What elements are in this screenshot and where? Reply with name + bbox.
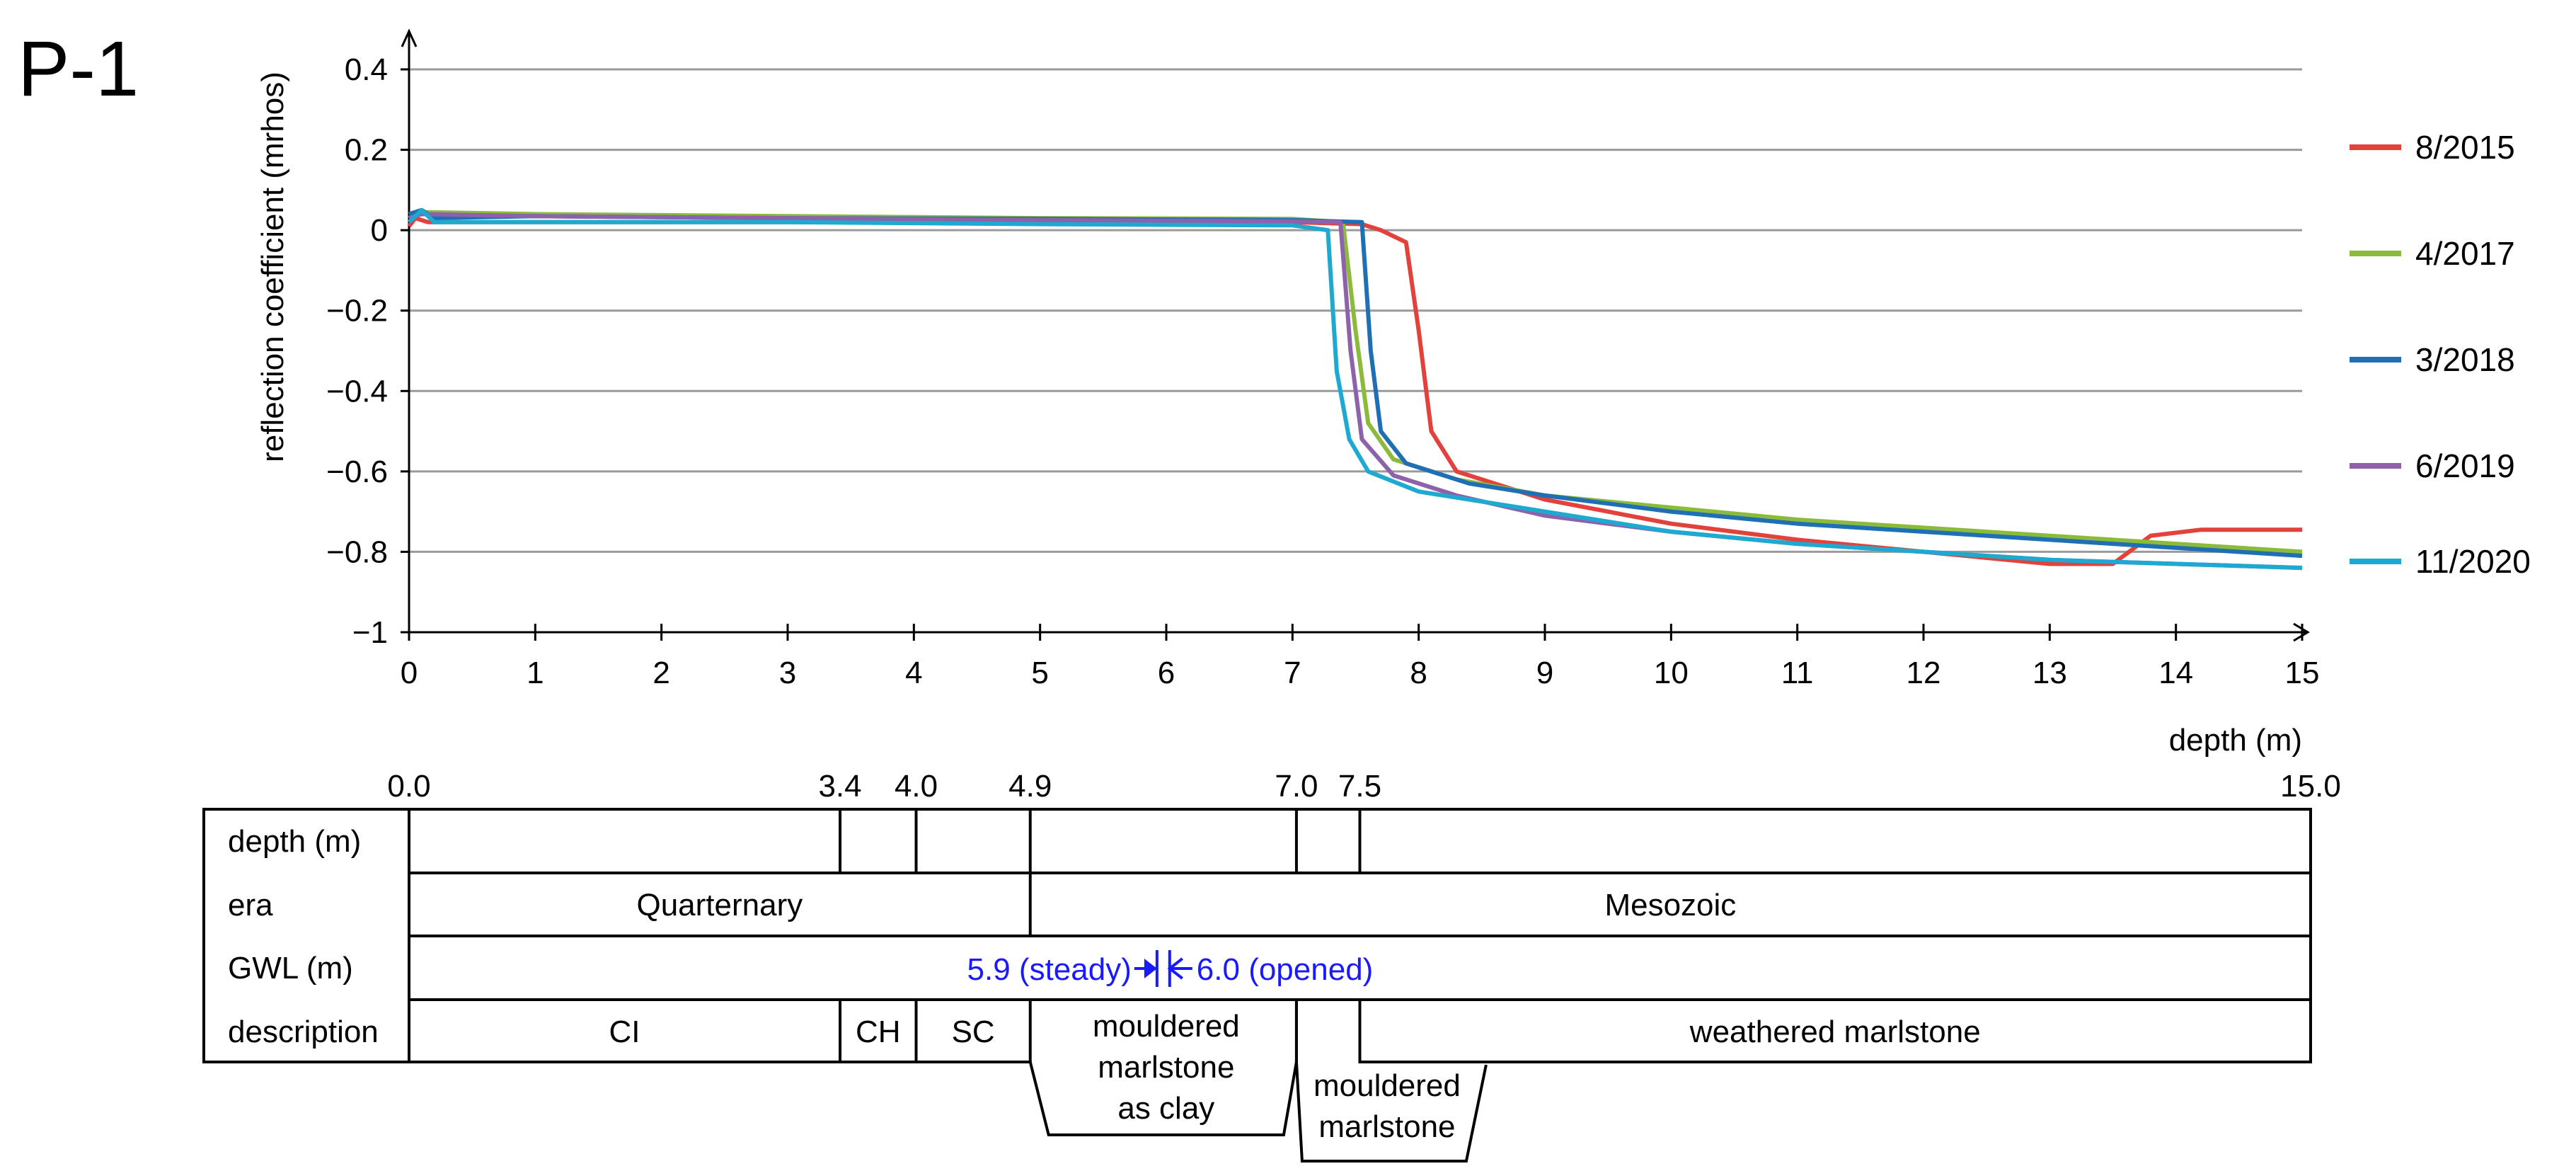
x-tick-label: 4 (905, 656, 922, 690)
description-text: CH (856, 1015, 901, 1049)
legend-label: 8/2015 (2415, 129, 2515, 166)
y-tick-label: −1 (352, 615, 388, 650)
y-tick-label: −0.4 (326, 374, 388, 409)
line-chart: 0.40.20−0.2−0.4−0.6−0.8−10 1 2 3 4 5 6 7 8 9 10 11 1… (255, 28, 2531, 758)
era-name: Quarternary (636, 888, 803, 922)
description-text: CI (609, 1015, 640, 1049)
gwl-steady-arrow-head (1144, 959, 1157, 978)
row-label-era: era (228, 888, 273, 922)
description-text: mouldered (1313, 1068, 1461, 1103)
x-tick-label: 11 (1781, 656, 1814, 690)
gwl-steady-label: 5.9 (steady) (967, 952, 1132, 987)
x-tick-label: 0 (401, 656, 418, 690)
x-tick-label: 1 (527, 656, 544, 690)
panel-label: P-1 (18, 25, 139, 113)
y-tick-label: 0 (371, 213, 388, 248)
x-tick-label: 14 (2158, 656, 2193, 690)
x-tick-label: 15 (2285, 656, 2320, 690)
description-text: SC (952, 1015, 995, 1049)
x-tick-label: 12 (1907, 656, 1941, 690)
legend-label: 4/2017 (2415, 235, 2515, 272)
row-label-gwl: GWL (m) (228, 951, 353, 986)
y-tick-label: −0.6 (326, 455, 388, 489)
series-line-11-2020 (407, 207, 2303, 571)
y-tick-label: 0.4 (345, 52, 388, 87)
depth-boundary-label: 15.0 (2280, 769, 2341, 804)
x-tick-label: 5 (1031, 656, 1048, 690)
depth-boundary-label: 7.0 (1275, 769, 1318, 804)
description-text: weathered marlstone (1689, 1015, 1981, 1049)
x-tick-label: 10 (1654, 656, 1689, 690)
row-label-depth: depth (m) (228, 824, 361, 859)
y-axis-arrow (401, 28, 418, 47)
description-text: marlstone (1098, 1050, 1234, 1085)
x-tick-label: 9 (1536, 656, 1553, 690)
description-text: as clay (1117, 1091, 1214, 1126)
x-tick-label: 8 (1410, 656, 1427, 690)
description-callout-marlstone (1294, 1061, 1488, 1163)
y-axis-label: reflection coefficient (mrhos) (255, 72, 290, 462)
legend-label: 3/2018 (2415, 341, 2515, 378)
soil-profile-table: depth (m) era GWL (m) description 0.0 3.4 4.0 4… (202, 769, 2341, 1163)
depth-boundary-label: 3.4 (818, 769, 861, 804)
gwl-opened-label: 6.0 (opened) (1197, 952, 1374, 987)
gap-mask (1031, 1060, 1295, 1066)
depth-boundary-label: 4.9 (1008, 769, 1052, 804)
legend-label: 11/2020 (2415, 543, 2531, 580)
y-tick-label: −0.2 (326, 294, 388, 329)
x-tick-label: 2 (652, 656, 669, 690)
x-tick-label: 7 (1284, 656, 1301, 690)
era-name: Mesozoic (1604, 888, 1736, 922)
depth-boundary-label: 7.5 (1338, 769, 1381, 804)
row-label-description: description (228, 1015, 379, 1049)
depth-boundary-label: 4.0 (895, 769, 938, 804)
description-text: marlstone (1318, 1109, 1455, 1144)
depth-boundary-label: 0.0 (387, 769, 430, 804)
x-tick-label: 13 (2032, 656, 2067, 690)
x-tick-label: 3 (779, 656, 796, 690)
x-axis-arrow (2293, 622, 2310, 642)
y-tick-label: 0.2 (345, 133, 388, 168)
x-tick-label: 6 (1158, 656, 1175, 690)
x-axis-label: depth (m) (2169, 723, 2302, 758)
legend-label: 6/2019 (2415, 447, 2515, 484)
description-text: mouldered (1093, 1009, 1240, 1044)
y-tick-label: −0.8 (326, 535, 388, 569)
gap-mask (1297, 1060, 1359, 1066)
